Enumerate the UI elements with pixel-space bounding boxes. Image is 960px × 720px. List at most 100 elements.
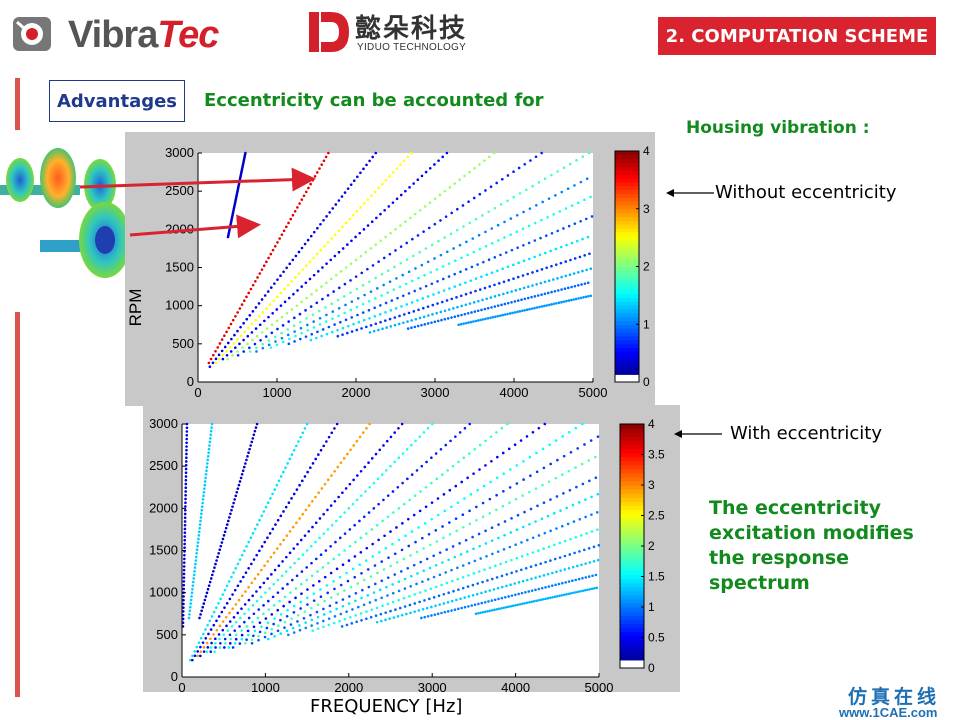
order-point [279,274,282,277]
colorbar-segment [615,312,639,318]
order-point [225,615,228,619]
order-point [271,595,275,599]
order-point [239,334,243,338]
order-point [255,350,258,353]
order-point [323,244,326,248]
order-point [395,197,399,201]
order-point [183,553,186,557]
order-point [312,584,315,587]
order-point [226,519,230,523]
order-point [309,544,313,548]
order-point [342,457,346,460]
order-point [310,292,313,296]
order-point [461,204,465,207]
advantages-label: Advantages [49,80,185,122]
order-point [522,286,526,290]
order-point [566,286,570,290]
order-point [243,330,247,334]
colorbar-segment [620,611,644,616]
order-point [540,151,543,155]
order-point [194,555,198,559]
order-point [365,546,369,550]
order-point [245,458,248,462]
order-point [474,217,478,221]
order-point [549,249,552,253]
order-point [480,308,483,312]
order-point [450,599,454,603]
order-point [325,332,329,336]
order-point [266,536,269,539]
order-point [433,613,437,616]
colorbar-segment [615,262,639,268]
order-point [282,604,285,608]
order-point [311,629,315,632]
order-point [183,512,187,516]
order-point [304,335,308,338]
order-point [523,162,527,166]
order-point [558,594,561,598]
order-point [294,596,297,600]
order-point [476,263,479,266]
order-point [218,624,222,628]
order-point [387,205,391,208]
order-point [484,464,487,467]
order-point [554,194,557,197]
y-tick-label: 1000 [165,298,194,313]
order-point [471,583,475,587]
order-point [443,236,446,239]
order-point [455,228,459,232]
order-point [423,205,427,208]
order-point [422,315,426,319]
order-point [252,433,256,437]
order-point [376,477,380,481]
order-point [567,567,571,570]
order-point [520,591,524,595]
colorbar-segment [615,166,639,171]
order-line-2 [207,151,330,365]
order-point [197,641,201,644]
order-point [433,163,436,166]
order-point [301,512,305,516]
order-point [444,571,448,574]
order-point [300,592,303,595]
order-point [528,207,532,210]
order-point [293,210,297,213]
watermark-url: www.1CAE.com [839,705,938,720]
order-point [401,522,404,525]
order-point [281,560,284,563]
order-point [574,578,578,582]
order-point [425,557,429,561]
shaft-upper [0,185,80,195]
order-point [373,314,377,318]
order-point [182,580,186,583]
order-point [370,608,374,611]
order-point [366,594,370,597]
order-point [330,330,334,334]
y-tick-label: 1500 [149,543,178,558]
order-point [384,618,387,622]
order-point [377,260,380,263]
order-point [235,490,239,494]
order-point [472,320,475,323]
yiduo-logo-en: YIDUO TECHNOLOGY [357,42,467,53]
order-point [297,250,301,254]
order-point [416,572,419,575]
order-point [486,609,489,613]
order-point [552,278,555,281]
order-point [312,599,316,602]
order-point [396,296,399,300]
order-point [322,625,325,629]
order-point [573,257,577,260]
order-point [539,236,542,240]
order-point [436,302,439,305]
order-point [348,482,352,486]
order-point [248,346,251,350]
order-point [195,548,199,552]
order-point [374,151,378,155]
order-point [414,267,417,270]
order-point [333,323,336,326]
order-point [323,482,327,486]
order-point [347,559,351,562]
order-point [251,594,254,598]
order-point [579,589,582,593]
